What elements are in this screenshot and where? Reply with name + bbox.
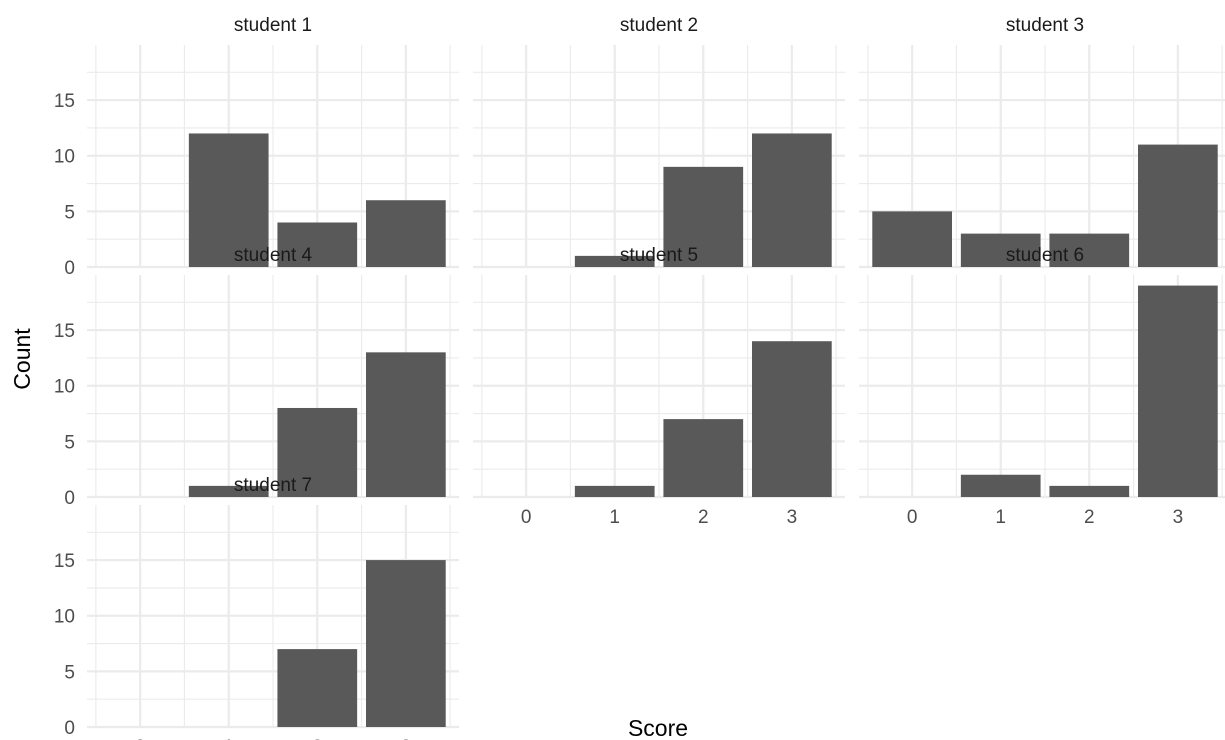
facet-panel: student 4 0 5 10 15 [54, 245, 459, 509]
bar [1138, 144, 1218, 267]
facet-panel: student 3 [859, 15, 1225, 269]
facet-strip-title: student 1 [234, 15, 312, 36]
bar [663, 419, 744, 497]
facet-panel: student 2 [473, 15, 845, 269]
bar [366, 352, 446, 497]
bar [1049, 485, 1130, 497]
bar [960, 233, 1041, 267]
facet-panel: student 6 0 1 2 3 [859, 245, 1225, 528]
x-tick-label: 1 [223, 737, 234, 740]
bar [366, 200, 446, 267]
facet-strip-title: student 4 [234, 245, 313, 266]
x-tick-label: 0 [135, 737, 146, 740]
x-tick-label: 3 [401, 737, 412, 740]
facet-strip-title: student 3 [1006, 15, 1084, 36]
y-tick-label: 15 [54, 321, 75, 342]
facet-strip-title: student 7 [234, 475, 312, 496]
x-tick-label: 1 [609, 507, 620, 528]
facet-panel: student 5 0 1 2 3 [473, 245, 845, 528]
x-tick-label: 3 [1173, 507, 1184, 528]
facet-strip-title: student 2 [620, 15, 698, 36]
x-tick-label: 2 [698, 507, 709, 528]
facet-panel: student 1 0 5 10 15 [54, 15, 459, 279]
x-tick-label: 0 [521, 507, 532, 528]
bar [752, 341, 832, 497]
bar [752, 133, 832, 267]
bar [277, 649, 358, 727]
facet-strip-title: student 6 [1006, 245, 1084, 266]
x-tick-label: 3 [787, 507, 798, 528]
bar [960, 474, 1041, 497]
bar [1138, 285, 1218, 497]
bar [277, 222, 358, 267]
bar [188, 485, 269, 497]
y-tick-label: 10 [54, 377, 75, 398]
y-tick-label: 15 [54, 91, 75, 112]
y-tick-label: 5 [64, 202, 75, 223]
x-tick-label: 0 [907, 507, 918, 528]
x-axis-title: Score [628, 715, 688, 740]
y-tick-label: 5 [64, 662, 75, 683]
bar [1049, 233, 1130, 267]
facet-strip-title: student 5 [620, 245, 698, 266]
y-tick-label: 0 [64, 718, 75, 739]
bar [277, 407, 358, 497]
bar [872, 211, 952, 267]
bar [574, 485, 655, 497]
y-tick-label: 15 [54, 551, 75, 572]
bar [366, 560, 446, 727]
y-tick-label: 0 [64, 258, 75, 279]
y-tick-label: 0 [64, 488, 75, 509]
bar [574, 255, 655, 267]
x-tick-label: 2 [312, 737, 323, 740]
y-tick-label: 5 [64, 432, 75, 453]
bar [188, 133, 269, 267]
x-tick-label: 1 [995, 507, 1006, 528]
y-axis-title: Count [9, 328, 35, 390]
facet-panel: student 7 0 5 10 15 0 1 2 3 [54, 475, 459, 740]
y-tick-label: 10 [54, 607, 75, 628]
y-tick-label: 10 [54, 147, 75, 168]
x-tick-label: 2 [1084, 507, 1095, 528]
bar [663, 166, 744, 267]
